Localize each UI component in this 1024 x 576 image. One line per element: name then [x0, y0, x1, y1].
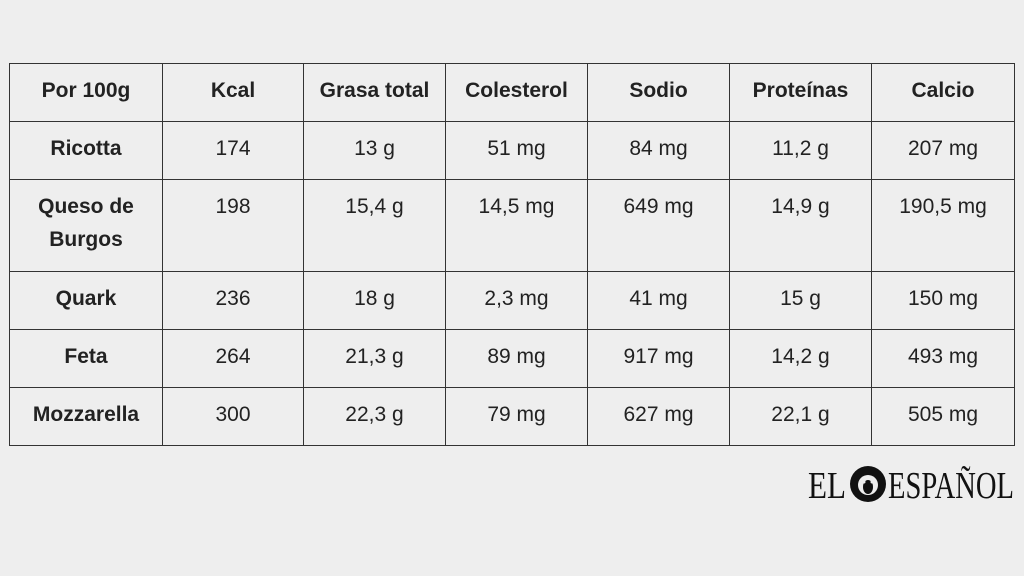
table-cell: 300	[162, 387, 304, 446]
logo-text-left: EL	[808, 465, 846, 506]
row-label: Feta	[9, 329, 163, 388]
table-cell: 79 mg	[445, 387, 588, 446]
table-cell: 150 mg	[871, 271, 1015, 330]
table-cell: 190,5 mg	[871, 179, 1015, 272]
header-cell: Calcio	[871, 63, 1015, 122]
row-label: Ricotta	[9, 121, 163, 180]
table-cell: 15,4 g	[303, 179, 446, 272]
table-cell: 14,5 mg	[445, 179, 588, 272]
logo-lion	[850, 466, 886, 502]
header-row: Por 100g Kcal Grasa total Colesterol Sodio Pr…	[9, 63, 1015, 122]
table-cell: 917 mg	[587, 329, 730, 388]
header-cell: Sodio	[587, 63, 730, 122]
table-row: Mozzarella 300 22,3 g 79 mg 627 mg 22,1 g 505 …	[9, 387, 1015, 446]
table-cell: 11,2 g	[729, 121, 872, 180]
table-cell: 89 mg	[445, 329, 588, 388]
table-cell: 207 mg	[871, 121, 1015, 180]
table-cell: 51 mg	[445, 121, 588, 180]
nutrition-table: Por 100g Kcal Grasa total Colesterol Sodio Pr…	[9, 63, 1015, 446]
row-label: Quark	[9, 271, 163, 330]
header-cell: Kcal	[162, 63, 304, 122]
header-cell: Grasa total	[303, 63, 446, 122]
header-cell: Por 100g	[9, 63, 163, 122]
table-cell: 84 mg	[587, 121, 730, 180]
table-body: Ricotta 174 13 g 51 mg 84 mg 11,2 g 207 mg Ques…	[9, 121, 1015, 446]
logo: EL ESPAÑOL	[808, 465, 1014, 506]
table-header: Por 100g Kcal Grasa total Colesterol Sodio Pr…	[9, 63, 1015, 122]
table-cell: 41 mg	[587, 271, 730, 330]
table-cell: 198	[162, 179, 304, 272]
table-row: Ricotta 174 13 g 51 mg 84 mg 11,2 g 207 mg	[9, 121, 1015, 180]
table-cell: 13 g	[303, 121, 446, 180]
table-row: Feta 264 21,3 g 89 mg 917 mg 14,2 g 493 mg	[9, 329, 1015, 388]
table-cell: 2,3 mg	[445, 271, 588, 330]
table-cell: 14,9 g	[729, 179, 872, 272]
table-cell: 21,3 g	[303, 329, 446, 388]
table-cell: 22,1 g	[729, 387, 872, 446]
table-cell: 627 mg	[587, 387, 730, 446]
row-label: Queso de Burgos	[9, 179, 163, 272]
row-label: Mozzarella	[9, 387, 163, 446]
table-cell: 505 mg	[871, 387, 1015, 446]
header-cell: Proteínas	[729, 63, 872, 122]
table-cell: 18 g	[303, 271, 446, 330]
header-cell: Colesterol	[445, 63, 588, 122]
table-row: Quark 236 18 g 2,3 mg 41 mg 15 g 150 mg	[9, 271, 1015, 330]
logo-text-right: ESPAÑOL	[888, 465, 1014, 506]
table-cell: 264	[162, 329, 304, 388]
table-cell: 493 mg	[871, 329, 1015, 388]
table-cell: 174	[162, 121, 304, 180]
table-cell: 14,2 g	[729, 329, 872, 388]
table-cell: 15 g	[729, 271, 872, 330]
table-cell: 22,3 g	[303, 387, 446, 446]
table-cell: 236	[162, 271, 304, 330]
table-cell: 649 mg	[587, 179, 730, 272]
table-row: Queso de Burgos 198 15,4 g 14,5 mg 649 mg 14,…	[9, 179, 1015, 272]
